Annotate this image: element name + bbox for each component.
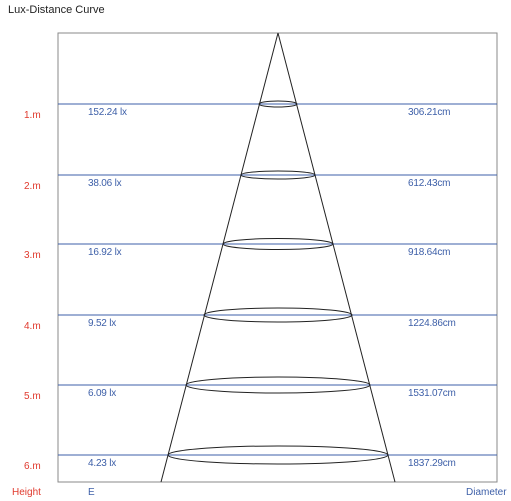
diameter-value-4: 1224.86cm xyxy=(408,318,456,329)
cone-right-edge xyxy=(277,32,396,483)
lux-value-4: 9.52 lx xyxy=(88,318,117,329)
height-label-1: 1.m xyxy=(24,110,41,121)
diameter-value-1: 306.21cm xyxy=(408,107,451,118)
lux-value-3: 16.92 lx xyxy=(88,247,122,258)
diameter-value-5: 1531.07cm xyxy=(408,388,456,399)
beam-ellipse-1 xyxy=(258,100,298,108)
lux-value-5: 6.09 lx xyxy=(88,388,117,399)
cone-left-edge xyxy=(160,32,279,483)
diameter-value-3: 918.64cm xyxy=(408,247,451,258)
beam-ellipse-2 xyxy=(240,170,316,180)
illuminance-column-label: E xyxy=(88,487,95,498)
diameter-value-2: 612.43cm xyxy=(408,178,451,189)
beam-ellipse-5 xyxy=(185,376,371,394)
height-label-5: 5.m xyxy=(24,391,41,402)
chart-title: Lux-Distance Curve xyxy=(8,4,105,16)
beam-ellipse-6 xyxy=(167,445,389,465)
beam-ellipse-3 xyxy=(222,238,334,250)
lux-value-1: 152.24 lx xyxy=(88,107,127,118)
beam-ellipse-4 xyxy=(203,307,353,323)
diameter-column-label: Diameter xyxy=(466,487,507,498)
height-label-4: 4.m xyxy=(24,321,41,332)
height-label-2: 2.m xyxy=(24,181,41,192)
lux-value-2: 38.06 lx xyxy=(88,178,122,189)
height-column-label: Height xyxy=(12,487,41,498)
lux-value-6: 4.23 lx xyxy=(88,458,117,469)
diameter-value-6: 1837.29cm xyxy=(408,458,456,469)
height-label-3: 3.m xyxy=(24,250,41,261)
height-label-6: 6.m xyxy=(24,461,41,472)
